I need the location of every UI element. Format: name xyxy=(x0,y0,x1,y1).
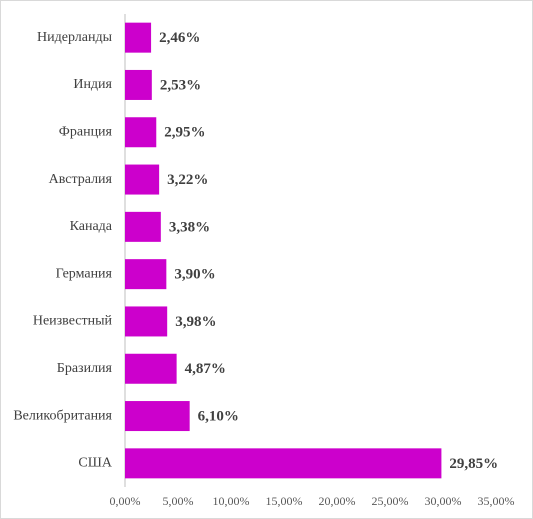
y-tick-label: Франция xyxy=(59,124,113,139)
x-tick-label: 30,00% xyxy=(425,494,462,508)
value-label: 3,90% xyxy=(174,267,215,283)
y-tick-label: Германия xyxy=(56,266,113,281)
value-label: 3,38% xyxy=(169,219,210,235)
bar xyxy=(125,117,157,148)
bar xyxy=(125,259,167,290)
bar xyxy=(125,353,177,384)
y-tick-label: Великобритания xyxy=(13,408,112,423)
bar xyxy=(125,22,152,53)
bar xyxy=(125,164,160,195)
y-tick-label: Нидерланды xyxy=(37,30,113,45)
y-tick-label: Канада xyxy=(70,219,113,234)
bar xyxy=(125,306,168,337)
bar xyxy=(125,69,152,100)
value-label: 6,10% xyxy=(198,408,239,424)
y-tick-label: Австралия xyxy=(49,172,113,187)
value-label: 3,22% xyxy=(167,172,208,188)
y-tick-label: Бразилия xyxy=(57,361,113,376)
y-tick-label: США xyxy=(78,456,112,471)
x-tick-label: 25,00% xyxy=(372,494,409,508)
bar xyxy=(125,211,161,242)
bar xyxy=(125,401,190,432)
x-tick-label: 35,00% xyxy=(478,494,515,508)
y-tick-label: Неизвестный xyxy=(33,314,113,329)
x-tick-label: 5,00% xyxy=(163,494,194,508)
x-tick-label: 0,00% xyxy=(110,494,141,508)
value-label: 29,85% xyxy=(449,456,498,472)
value-label: 2,46% xyxy=(159,30,200,46)
y-tick-label: Индия xyxy=(73,77,112,92)
x-tick-label: 20,00% xyxy=(319,494,356,508)
bar xyxy=(125,448,442,479)
value-label: 3,98% xyxy=(175,314,216,330)
value-label: 2,53% xyxy=(160,77,201,93)
value-label: 2,95% xyxy=(164,125,205,141)
value-label: 4,87% xyxy=(185,361,226,377)
x-tick-label: 15,00% xyxy=(266,494,303,508)
x-tick-label: 10,00% xyxy=(213,494,250,508)
